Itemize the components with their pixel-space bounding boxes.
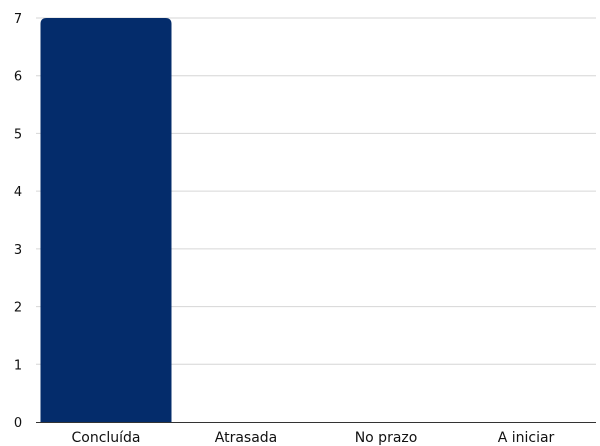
y-tick-label: 7 (14, 12, 22, 27)
x-category-label: A iniciar (498, 430, 555, 446)
y-tick-label: 2 (14, 301, 22, 316)
x-category-label: No prazo (355, 430, 418, 446)
y-axis-ticks: 0 1 2 3 4 5 6 7 (14, 12, 22, 431)
y-tick-label: 0 (14, 416, 22, 431)
x-axis-categories: Concluída Atrasada No prazo A iniciar (71, 430, 554, 446)
y-tick-label: 5 (14, 127, 22, 142)
x-category-label: Atrasada (215, 430, 278, 446)
bar-0 (40, 18, 172, 422)
x-category-label: Concluída (71, 430, 140, 446)
y-tick-label: 3 (14, 243, 22, 258)
y-tick-label: 6 (14, 70, 22, 85)
y-tick-label: 1 (14, 358, 22, 373)
bars (40, 18, 172, 422)
y-tick-label: 4 (14, 185, 22, 200)
